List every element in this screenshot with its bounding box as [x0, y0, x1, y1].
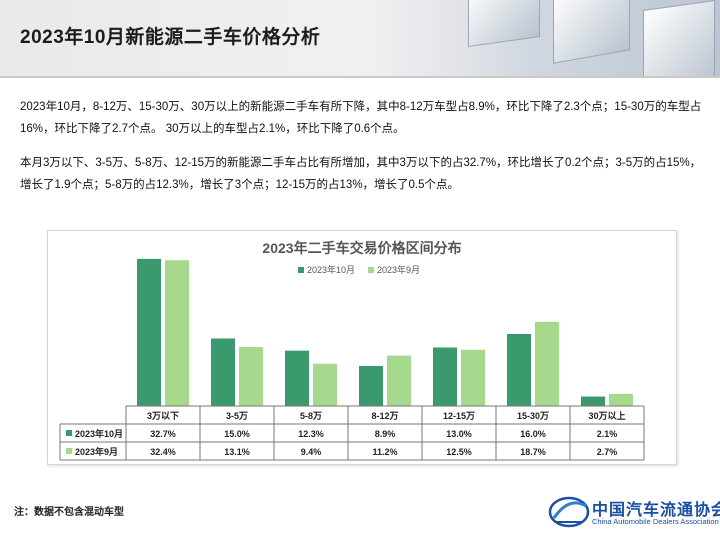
row-label-0: 2023年10月 — [75, 428, 123, 439]
data-label-oct-4: 13.0% — [446, 429, 472, 439]
data-label-oct-3: 8.9% — [375, 429, 396, 439]
data-label-sep-0: 32.4% — [150, 447, 176, 457]
data-label-sep-2: 9.4% — [301, 447, 322, 457]
chart-container: 2023年二手车交易价格区间分布 2023年10月 2023年9月 3万以下 3-5万 5… — [47, 230, 677, 465]
paragraph-increase: 本月3万以下、3-5万、5-8万、12-15万的新能源二手车占比有所增加，其中3… — [20, 157, 702, 191]
data-label-oct-1: 15.0% — [224, 429, 250, 439]
footnote: 注：数据不包含混动车型 — [14, 507, 124, 518]
bar-sep-5 — [535, 321, 559, 406]
paragraph-decrease: 2023年10月，8-12万、15-30万、30万以上的新能源二手车有所下降，其… — [20, 101, 702, 135]
row-swatch-0 — [66, 430, 72, 436]
header-decoration-image — [458, 0, 720, 76]
bar-sep-0 — [165, 260, 189, 406]
bar-oct-3 — [359, 365, 383, 406]
bar-sep-6 — [609, 393, 633, 406]
bar-sep-2 — [313, 363, 337, 406]
bar-sep-3 — [387, 355, 411, 406]
header-banner: 2023年10月新能源二手车价格分析 — [0, 0, 720, 76]
bar-oct-5 — [507, 334, 531, 406]
data-label-oct-5: 16.0% — [520, 429, 546, 439]
data-label-sep-6: 2.7% — [597, 447, 618, 457]
category-label-0: 3万以下 — [147, 411, 179, 421]
legend-label-1: 2023年9月 — [377, 264, 420, 275]
logo-text-cn: 中国汽车流通协会 — [592, 502, 720, 519]
category-label-2: 5-8万 — [300, 411, 322, 421]
row-label-1: 2023年9月 — [75, 446, 118, 457]
legend-swatch-1 — [368, 267, 374, 273]
header-divider — [0, 76, 720, 78]
data-label-oct-0: 32.7% — [150, 429, 176, 439]
category-label-4: 12-15万 — [443, 411, 475, 421]
bar-oct-2 — [285, 350, 309, 406]
legend-label-0: 2023年10月 — [307, 264, 355, 275]
data-label-sep-3: 11.2% — [372, 447, 397, 457]
data-label-sep-1: 13.1% — [224, 447, 250, 457]
data-label-sep-4: 12.5% — [446, 447, 472, 457]
page-title: 2023年10月新能源二手车价格分析 — [20, 27, 321, 48]
association-logo: 中国汽车流通协会 China Automobile Dealers Associ… — [548, 492, 720, 532]
category-label-3: 8-12万 — [371, 411, 398, 421]
price-distribution-chart: 2023年二手车交易价格区间分布 2023年10月 2023年9月 3万以下 3-5万 5… — [59, 240, 645, 461]
row-swatch-1 — [66, 448, 72, 454]
bar-sep-4 — [461, 349, 485, 406]
bar-oct-0 — [137, 258, 161, 406]
category-label-1: 3-5万 — [226, 411, 248, 421]
chart-title: 2023年二手车交易价格区间分布 — [262, 240, 461, 256]
data-label-sep-5: 18.7% — [520, 447, 546, 457]
logo-text-en: China Automobile Dealers Association — [592, 517, 719, 526]
legend-swatch-0 — [298, 267, 304, 273]
bar-oct-1 — [211, 338, 235, 406]
bar-oct-4 — [433, 347, 457, 406]
category-label-6: 30万以上 — [588, 410, 625, 421]
data-label-oct-6: 2.1% — [597, 429, 618, 439]
category-label-5: 15-30万 — [517, 411, 549, 421]
bar-oct-6 — [581, 396, 605, 406]
bar-sep-1 — [239, 347, 263, 406]
data-label-oct-2: 12.3% — [298, 429, 324, 439]
association-emblem-icon — [548, 496, 590, 528]
